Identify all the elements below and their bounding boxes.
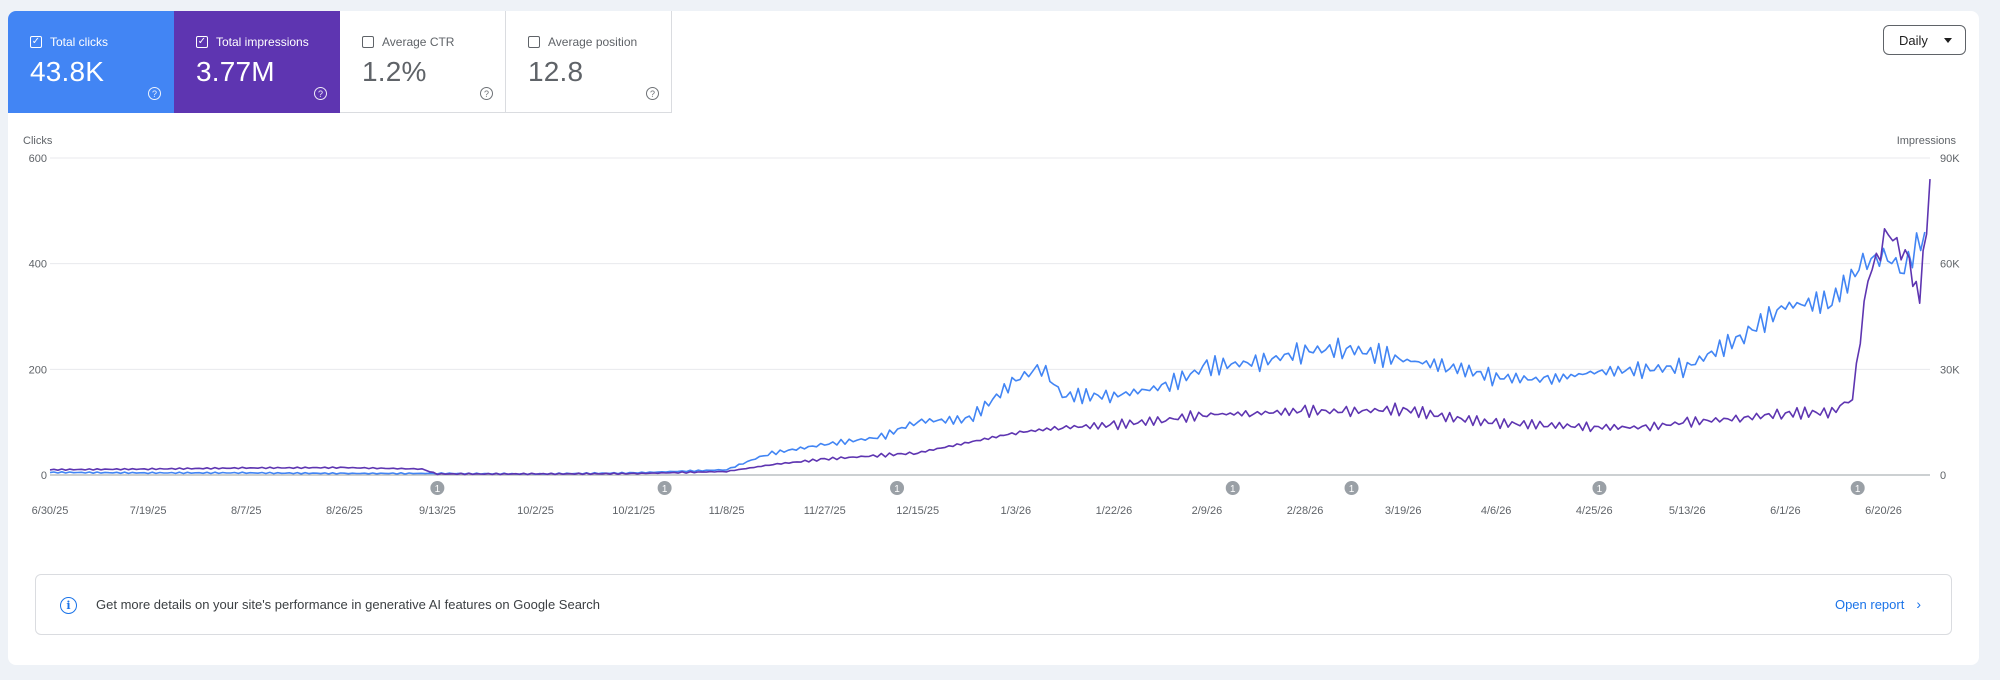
x-tick-label: 2/28/26 (1287, 505, 1324, 517)
y-tick-right: 0 (1940, 470, 1946, 482)
annotation-dot (1344, 481, 1359, 495)
metric-value: 43.8K (30, 56, 105, 87)
metric-tabs: ✓ Total clicks 43.8K ? ✓ Total impressio… (8, 11, 672, 113)
ai-features-banner: i Get more details on your site's perfor… (35, 574, 1952, 635)
x-tick-label: 3/19/26 (1385, 505, 1422, 517)
chart-annotation-marker[interactable]: 1 (1225, 481, 1240, 495)
annotation-label: 1 (1597, 484, 1603, 495)
y-tick-right: 60K (1940, 259, 1960, 271)
chevron-right-icon: › (1916, 596, 1921, 612)
performance-chart: Clicks Impressions 0 200 400 600 0 30K 60K 90K… (23, 135, 1960, 517)
metric-value: 12.8 (528, 56, 584, 87)
y-axis-right-label: Impressions (1897, 135, 1957, 147)
x-tick-label: 10/2/25 (517, 505, 554, 517)
metric-label: Average CTR (382, 35, 455, 49)
y-tick-right: 90K (1940, 153, 1960, 165)
x-tick-label: 11/8/25 (709, 505, 745, 517)
question-circle-icon[interactable]: ? (646, 87, 659, 100)
x-tick-label: 1/3/26 (1001, 505, 1032, 517)
period-dropdown[interactable]: Daily (1883, 25, 1966, 55)
chart-annotation-marker[interactable]: 1 (1344, 481, 1359, 495)
chart-annotation-marker[interactable]: 1 (1592, 481, 1607, 495)
x-tick-label: 8/26/25 (326, 505, 363, 517)
chart-annotation-marker[interactable]: 1 (657, 481, 672, 495)
annotation-label: 1 (1855, 484, 1861, 495)
chart-annotation-marker[interactable]: 1 (1850, 481, 1865, 495)
checkbox-unchecked-icon[interactable] (528, 36, 540, 48)
y-tick-left: 0 (41, 470, 47, 482)
x-tick-label: 4/6/26 (1481, 505, 1512, 517)
y-tick-left: 600 (29, 153, 47, 165)
question-circle-icon[interactable]: ? (480, 87, 493, 100)
open-report-label: Open report (1834, 596, 1905, 612)
impressions-line (49, 179, 1931, 476)
question-circle-icon[interactable]: ? (148, 87, 161, 100)
chart-annotation-marker[interactable]: 1 (430, 481, 445, 495)
x-tick-label: 5/13/26 (1669, 505, 1706, 517)
performance-card: ✓ Total clicks 43.8K ? ✓ Total impressio… (8, 11, 1979, 665)
annotation-dot (1850, 481, 1865, 495)
x-tick-label: 1/22/26 (1096, 505, 1133, 517)
chart-annotation-marker[interactable]: 1 (890, 481, 905, 495)
metric-label: Average position (548, 35, 638, 49)
x-tick-label: 6/1/26 (1770, 505, 1801, 517)
caret-down-icon (1944, 38, 1952, 43)
annotation-dot (1592, 481, 1607, 495)
metric-average-position[interactable]: Average position 12.8 ? (506, 11, 672, 113)
y-axis-left-label: Clicks (23, 135, 53, 147)
x-tick-label: 6/30/25 (32, 505, 69, 517)
y-tick-left: 400 (29, 259, 47, 271)
annotation-dot (890, 481, 905, 495)
metric-label: Total clicks (50, 35, 109, 49)
checkbox-checked-icon[interactable]: ✓ (30, 36, 42, 48)
metric-average-ctr[interactable]: Average CTR 1.2% ? (340, 11, 506, 113)
y-tick-right: 30K (1940, 364, 1960, 376)
annotation-dot (657, 481, 672, 495)
x-tick-label: 4/25/26 (1576, 505, 1613, 517)
x-tick-label: 6/20/26 (1865, 505, 1902, 517)
info-icon: i (60, 597, 77, 614)
annotation-label: 1 (894, 484, 900, 495)
annotation-label: 1 (1349, 484, 1355, 495)
annotation-label: 1 (662, 484, 668, 495)
banner-message: Get more details on your site's performa… (96, 597, 600, 612)
x-tick-label: 12/15/25 (896, 505, 939, 517)
x-tick-label: 7/19/25 (130, 505, 167, 517)
period-dropdown-value: Daily (1899, 32, 1928, 48)
open-report-link[interactable]: Open report › (1835, 596, 1921, 612)
x-tick-label: 8/7/25 (231, 505, 262, 517)
annotation-label: 1 (435, 484, 441, 495)
clicks-line (49, 231, 1926, 476)
metric-value: 1.2% (362, 56, 427, 87)
x-tick-label: 10/21/25 (612, 505, 655, 517)
checkbox-unchecked-icon[interactable] (362, 36, 374, 48)
metric-total-clicks[interactable]: ✓ Total clicks 43.8K ? (8, 11, 174, 113)
checkbox-checked-icon[interactable]: ✓ (196, 36, 208, 48)
annotation-dot (430, 481, 445, 495)
metric-value: 3.77M (196, 56, 275, 87)
annotation-dot (1225, 481, 1240, 495)
x-tick-label: 2/9/26 (1192, 505, 1223, 517)
metric-total-impressions[interactable]: ✓ Total impressions 3.77M ? (174, 11, 340, 113)
annotation-label: 1 (1230, 484, 1236, 495)
question-circle-icon[interactable]: ? (314, 87, 327, 100)
metric-label: Total impressions (216, 35, 309, 49)
x-tick-label: 9/13/25 (419, 505, 456, 517)
y-tick-left: 200 (29, 364, 47, 376)
x-tick-label: 11/27/25 (804, 505, 846, 517)
